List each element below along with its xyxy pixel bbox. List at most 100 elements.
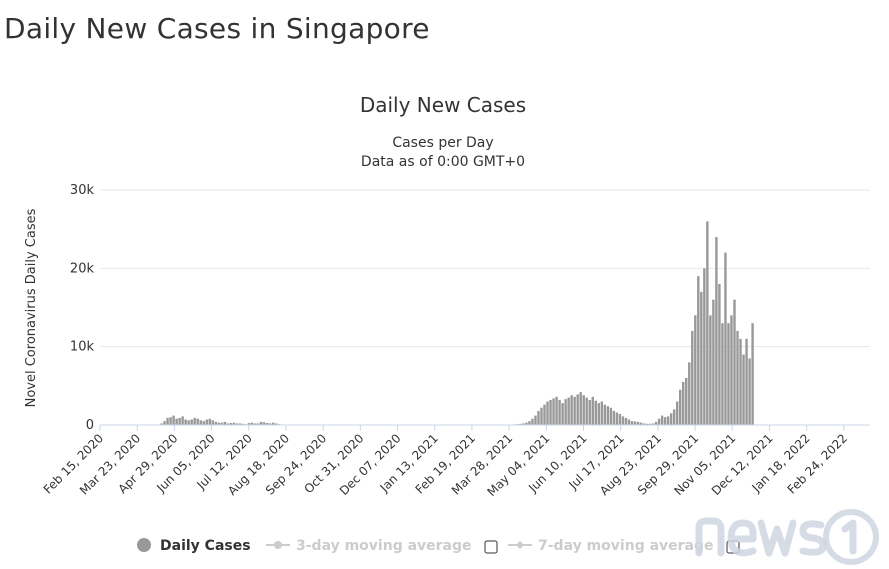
bar[interactable] [190, 419, 193, 425]
bar[interactable] [733, 299, 736, 425]
bar[interactable] [751, 323, 754, 425]
bar[interactable] [660, 415, 664, 425]
bar[interactable] [603, 404, 607, 425]
bar[interactable] [558, 399, 561, 425]
bar[interactable] [274, 423, 278, 425]
bar[interactable] [672, 409, 676, 425]
bar[interactable] [621, 416, 625, 425]
bar[interactable] [597, 403, 601, 425]
bar[interactable] [615, 412, 619, 425]
bar[interactable] [175, 418, 178, 425]
bar[interactable] [196, 418, 199, 425]
bar[interactable] [721, 323, 724, 425]
bar[interactable] [247, 423, 251, 425]
bar[interactable] [549, 399, 552, 425]
bar[interactable] [736, 331, 739, 425]
bar[interactable] [675, 401, 679, 426]
bar[interactable] [633, 421, 637, 425]
bar[interactable] [600, 401, 604, 426]
bar[interactable] [654, 421, 658, 425]
bar[interactable] [187, 420, 190, 425]
bar[interactable] [178, 417, 181, 425]
bar[interactable] [184, 419, 187, 425]
bar[interactable] [199, 420, 202, 425]
bar[interactable] [202, 421, 205, 425]
bar[interactable] [582, 395, 585, 425]
bar[interactable] [552, 398, 555, 425]
bar[interactable] [232, 422, 236, 425]
bar[interactable] [588, 399, 591, 425]
legend-item-7day-average[interactable]: 7-day moving average [508, 538, 714, 554]
bar[interactable] [642, 423, 646, 425]
bar[interactable] [561, 403, 564, 425]
bar[interactable] [691, 331, 694, 425]
bar[interactable] [718, 284, 721, 425]
bar[interactable] [253, 423, 257, 425]
bar[interactable] [624, 417, 628, 425]
bar[interactable] [238, 423, 242, 425]
bar[interactable] [712, 299, 715, 425]
bar[interactable] [694, 315, 697, 425]
bar[interactable] [259, 421, 263, 425]
bar[interactable] [262, 422, 266, 425]
legend-checkbox-3day[interactable] [484, 540, 498, 554]
bar[interactable] [540, 407, 543, 425]
bar[interactable] [715, 237, 718, 425]
bar[interactable] [567, 397, 570, 425]
legend-item-daily-cases[interactable]: Daily Cases [137, 538, 251, 554]
bar[interactable] [519, 423, 522, 425]
bar[interactable] [579, 392, 582, 425]
bar[interactable] [585, 397, 588, 425]
bar[interactable] [163, 421, 166, 425]
bar[interactable] [612, 410, 616, 425]
bar[interactable] [697, 276, 700, 425]
bar[interactable] [700, 291, 703, 425]
bar[interactable] [688, 362, 691, 425]
bar[interactable] [546, 401, 549, 426]
bar[interactable] [636, 421, 640, 425]
bar[interactable] [609, 407, 613, 425]
bar[interactable] [639, 422, 643, 425]
bar[interactable] [205, 419, 208, 425]
bar[interactable] [223, 421, 227, 425]
bar[interactable] [525, 422, 528, 425]
bar[interactable] [268, 423, 272, 425]
bar[interactable] [235, 423, 239, 425]
bar[interactable] [573, 396, 576, 425]
bar[interactable] [528, 421, 531, 425]
bar[interactable] [211, 420, 214, 425]
legend-item-3day-average[interactable]: 3-day moving average [266, 538, 472, 554]
bar[interactable] [748, 358, 751, 425]
bar[interactable] [169, 417, 172, 425]
bar[interactable] [226, 423, 230, 425]
bar[interactable] [724, 252, 727, 425]
bar[interactable] [666, 416, 670, 425]
bar[interactable] [256, 423, 260, 425]
bar[interactable] [265, 423, 269, 425]
bar[interactable] [214, 421, 218, 425]
bar[interactable] [709, 315, 712, 425]
bar[interactable] [679, 389, 682, 425]
bar[interactable] [160, 423, 163, 425]
bar[interactable] [250, 422, 254, 425]
bar[interactable] [630, 421, 634, 425]
bar[interactable] [181, 416, 184, 425]
bar[interactable] [645, 423, 649, 425]
bar[interactable] [217, 422, 221, 425]
bar[interactable] [648, 423, 652, 425]
bar[interactable] [193, 417, 196, 425]
bar[interactable] [745, 338, 748, 425]
bar[interactable] [651, 423, 655, 425]
bar[interactable] [663, 417, 667, 425]
bar[interactable] [627, 419, 631, 425]
bar[interactable] [739, 338, 742, 425]
bar[interactable] [576, 394, 579, 425]
bar[interactable] [172, 415, 175, 425]
bar[interactable] [543, 404, 546, 425]
bar[interactable] [229, 423, 233, 425]
bar[interactable] [570, 395, 573, 425]
bar[interactable] [703, 268, 706, 425]
bar[interactable] [241, 423, 245, 425]
bar[interactable] [591, 396, 594, 425]
bar[interactable] [685, 378, 688, 425]
